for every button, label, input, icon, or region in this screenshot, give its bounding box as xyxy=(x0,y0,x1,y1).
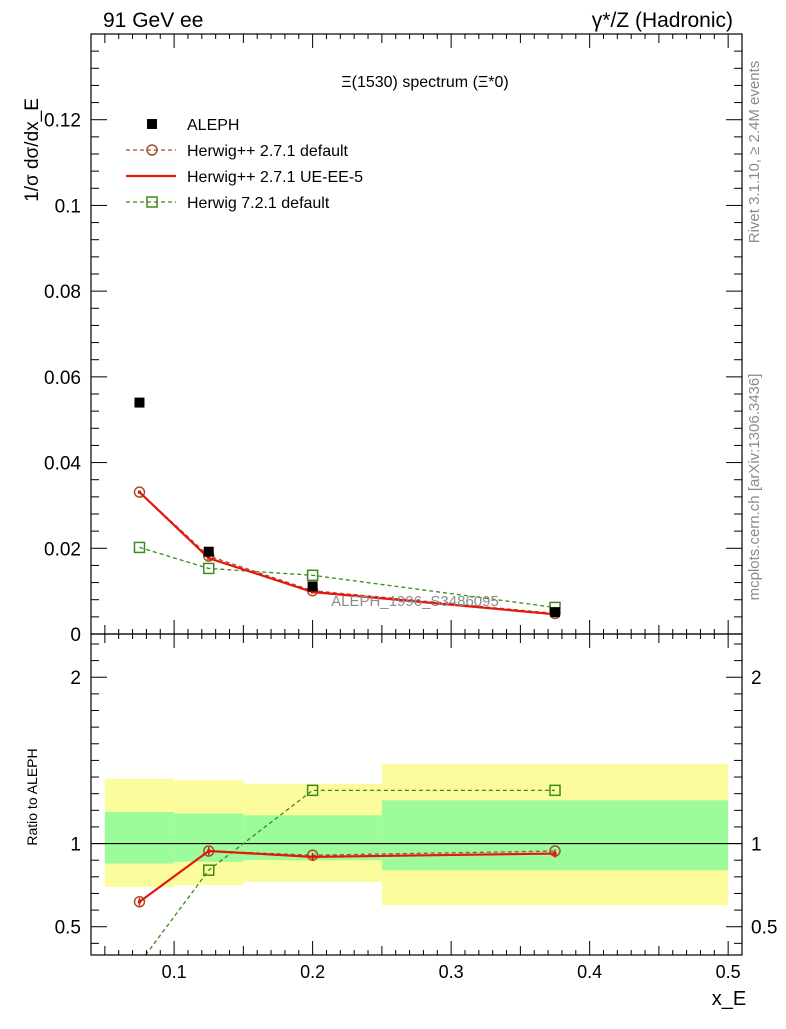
ratio-herwig-7-2-1-default-line xyxy=(145,789,556,956)
ratio-herwig-2-7-1-default-point-0 xyxy=(133,896,146,908)
ratio-herwig-2-7-1-ue-ee-5-point-3 xyxy=(553,851,557,856)
ratio-band-inner-3 xyxy=(381,800,729,871)
legend-marker-herwig-7-2-1-default xyxy=(146,196,158,208)
main-y-axis-label: 1/σ dσ/dx_E xyxy=(22,98,43,202)
ratio-panel-frame xyxy=(90,633,743,956)
x-tick-label: 0.5 xyxy=(716,962,741,982)
ratio-y-tick-label: 2 xyxy=(70,668,81,689)
main-y-tick-label: 0.08 xyxy=(44,282,81,303)
main-y-tick-label: 0.1 xyxy=(55,196,81,217)
main-y-tick-label: 0.12 xyxy=(44,111,81,132)
herwig-7-2-1-default-point-2 xyxy=(306,569,319,582)
ratio-herwig-2-7-1-ue-ee-5-line xyxy=(138,849,556,903)
legend-label-herwig-2-7-1-ue-ee-5: Herwig++ 2.7.1 UE-EE-5 xyxy=(187,169,363,186)
herwig-2-7-1-ue-ee-5-point-1 xyxy=(207,556,211,560)
main-series xyxy=(133,397,561,620)
ratio-y-tick-label: 1 xyxy=(70,835,81,856)
legend: ALEPH Herwig++ 2.7.1 default Herwig++ 2.7.… xyxy=(126,117,363,212)
ratio-band-inner-0 xyxy=(104,811,175,864)
rivet-info: Rivet 3.1.10, ≥ 2.4M events xyxy=(746,61,763,244)
x-tick-label: 0.4 xyxy=(577,962,602,982)
herwig-7-2-1-default-point-0 xyxy=(133,541,146,554)
herwig-7-2-1-default-line xyxy=(139,546,556,609)
ratio-herwig-7-2-1-default-point-2 xyxy=(306,784,319,797)
herwig-2-7-1-ue-ee-5-line xyxy=(138,491,556,616)
ratio-herwig-7-2-1-default-point-3 xyxy=(549,784,561,797)
header-left: 91 GeV ee xyxy=(103,9,203,32)
ratio-bands xyxy=(104,763,729,906)
x-axis-label: x_E xyxy=(712,988,746,1010)
ratio-y-tick-label: 0.5 xyxy=(55,918,81,939)
ratio-herwig-7-2-1-default-point-1 xyxy=(202,864,215,876)
ratio-herwig-2-7-1-ue-ee-5-point-2 xyxy=(311,855,315,859)
main-y-tick-label: 0.04 xyxy=(44,454,81,475)
aleph-point-2 xyxy=(307,581,318,592)
herwig-2-7-1-default-point-0 xyxy=(133,486,146,498)
main-y-tick-label: 0.06 xyxy=(44,368,81,389)
ratio-y-tick-label-right: 0.5 xyxy=(751,918,777,939)
aleph-point-0 xyxy=(134,397,145,408)
herwig-2-7-1-ue-ee-5-point-2 xyxy=(311,590,315,594)
chart-title: Ξ(1530) spectrum (Ξ*0) xyxy=(341,74,509,91)
ratio-herwig-2-7-1-ue-ee-5-point-0 xyxy=(137,900,142,904)
aleph-point-1 xyxy=(203,546,214,557)
ratio-herwig-2-7-1-ue-ee-5-point-1 xyxy=(207,849,211,853)
mcplots-info: mcplots.cern.ch [arXiv:1306.3436] xyxy=(746,374,763,601)
main-y-tick-label: 0 xyxy=(70,625,81,646)
ratio-y-axis-label: Ratio to ALEPH xyxy=(24,748,40,845)
legend-marker-aleph xyxy=(147,119,157,129)
x-tick-label: 0.2 xyxy=(300,962,325,982)
ratio-y-tick-label-right: 1 xyxy=(751,835,762,856)
header-right: γ*/Z (Hadronic) xyxy=(592,9,733,32)
legend-label-herwig-7-2-1-default: Herwig 7.2.1 default xyxy=(187,195,330,212)
ratio-y-tick-label-right: 2 xyxy=(751,668,762,689)
analysis-watermark: ALEPH_1996_S3486095 xyxy=(331,593,499,610)
legend-label-aleph: ALEPH xyxy=(187,117,239,134)
herwig-7-2-1-default-point-1 xyxy=(202,562,215,575)
ratio-series xyxy=(133,784,561,956)
herwig-2-7-1-ue-ee-5-point-0 xyxy=(137,490,142,494)
legend-label-herwig-2-7-1-default: Herwig++ 2.7.1 default xyxy=(187,143,349,160)
aleph-point-3 xyxy=(550,607,561,618)
axes: 0.1 0.2 0.3 0.4 0.5 0 0.02 0.04 0.06 0.08 0.1 0.12 0… xyxy=(44,33,777,982)
main-y-tick-label: 0.02 xyxy=(44,539,81,560)
x-tick-label: 0.1 xyxy=(162,962,187,982)
x-tick-label: 0.3 xyxy=(439,962,464,982)
legend-marker-herwig-2-7-1-default xyxy=(146,144,158,156)
